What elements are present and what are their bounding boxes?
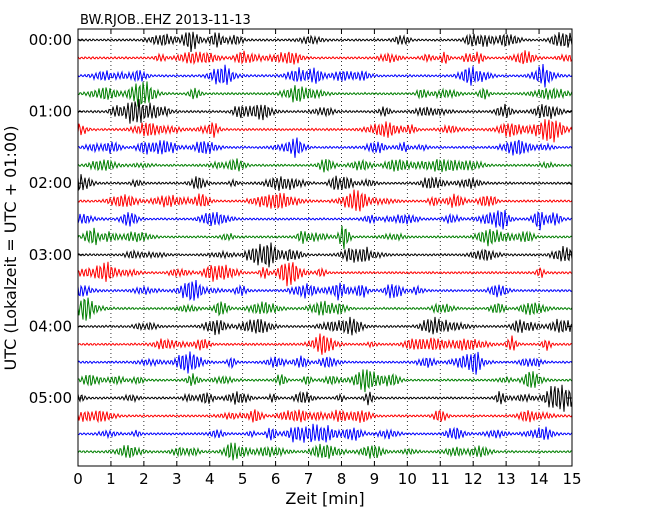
trace-row [77,225,573,250]
y-tick-label: 03:00 [29,246,72,264]
trace-row [77,351,573,375]
x-axis: 0 1 2 3 4 5 6 7 8 9 10 11 12 13 14 15 [73,29,582,488]
y-tick-label: 02:00 [29,174,72,192]
trace-row [77,242,573,268]
y-tick-label: 01:00 [29,103,72,121]
trace-row [77,158,573,173]
x-tick-label: 13 [497,470,516,488]
x-tick-label: 3 [172,470,182,488]
trace-row [77,442,573,461]
trace-row [77,137,573,158]
trace-row [77,50,573,66]
grid-lines [110,29,540,466]
x-tick-label: 1 [106,470,116,488]
trace-row [77,369,573,393]
x-tick-label: 6 [271,470,281,488]
trace-row [77,384,573,412]
trace-row [77,174,573,191]
trace-row [77,81,573,107]
x-tick-label: 11 [431,470,450,488]
trace-row [77,261,573,287]
x-tick-label: 14 [530,470,549,488]
x-tick-label: 8 [337,470,347,488]
x-tick-label: 4 [205,470,215,488]
trace-row [77,297,573,321]
y-tick-label: 05:00 [29,389,72,407]
trace-row [77,119,573,143]
seismic-traces [77,31,573,461]
trace-row [77,316,573,336]
x-tick-label: 9 [370,470,380,488]
y-tick-label: 00:00 [29,31,72,49]
trace-row [77,209,573,231]
x-axis-label: Zeit [min] [285,489,364,508]
y-tick-label: 04:00 [29,317,72,335]
trace-row [77,423,573,443]
trace-row [77,31,573,52]
trace-row [77,189,573,212]
x-tick-label: 2 [139,470,149,488]
x-tick-label: 10 [398,470,417,488]
plot-frame [77,28,573,467]
trace-row [77,409,573,424]
y-axis: 00:00 01:00 02:00 03:00 04:00 05:00 [29,31,572,407]
trace-row [77,63,573,88]
x-tick-label: 12 [464,470,483,488]
x-tick-label: 5 [238,470,248,488]
trace-row [77,279,573,301]
trace-row [77,99,573,124]
y-axis-label: UTC (Lokalzeit = UTC + 01:00) [1,126,20,371]
x-tick-label: 0 [73,470,83,488]
x-tick-label: 7 [304,470,314,488]
trace-row [77,333,573,355]
chart-title: BW.RJOB..EHZ 2013-11-13 [80,13,251,28]
x-tick-label: 15 [562,470,581,488]
